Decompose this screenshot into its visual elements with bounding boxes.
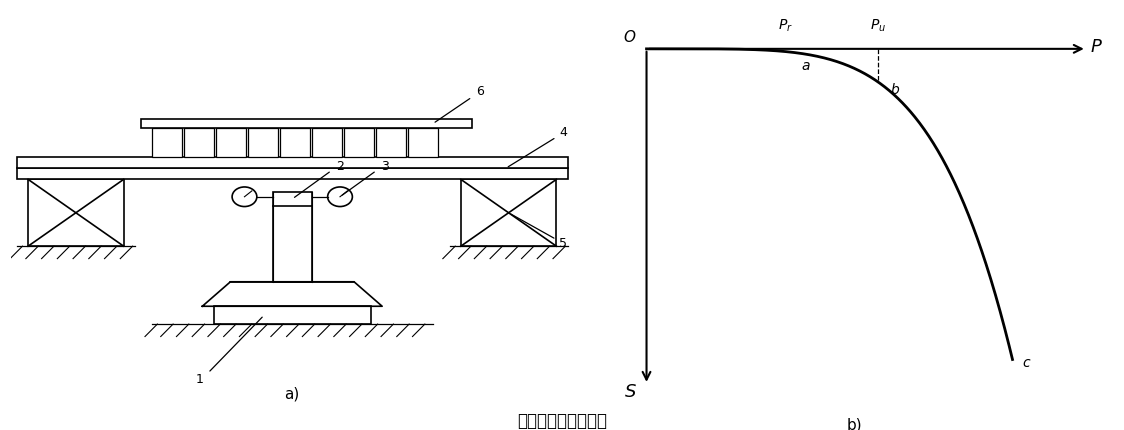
Bar [461,179,556,246]
Text: 3: 3 [381,160,389,172]
Bar [247,128,278,157]
Bar [152,128,182,157]
Text: $P$: $P$ [1090,38,1103,56]
Text: 6: 6 [477,85,484,98]
Text: 2: 2 [336,160,344,172]
Text: $P_r$: $P_r$ [778,18,792,34]
Text: $b$: $b$ [890,82,900,97]
Bar [184,128,214,157]
Bar [17,157,568,168]
Bar [344,128,373,157]
Text: $c$: $c$ [1023,356,1032,370]
Bar [28,179,124,246]
Text: 4: 4 [559,126,568,139]
Bar [214,306,371,324]
Bar [408,128,438,157]
Bar [216,128,245,157]
Text: $O$: $O$ [623,29,636,45]
Bar [375,128,406,157]
Bar [280,128,310,157]
Text: b): b) [846,417,862,430]
Text: 加载系统及实测曲线: 加载系统及实测曲线 [517,412,607,430]
Text: a): a) [284,387,300,402]
Bar [273,192,312,206]
Text: $S$: $S$ [624,383,636,401]
Text: $a$: $a$ [800,59,810,73]
Text: $P_u$: $P_u$ [870,18,886,34]
Text: 5: 5 [559,237,568,250]
Text: 1: 1 [196,373,203,386]
Bar [17,168,568,179]
Bar [312,128,342,157]
Bar [140,119,472,128]
